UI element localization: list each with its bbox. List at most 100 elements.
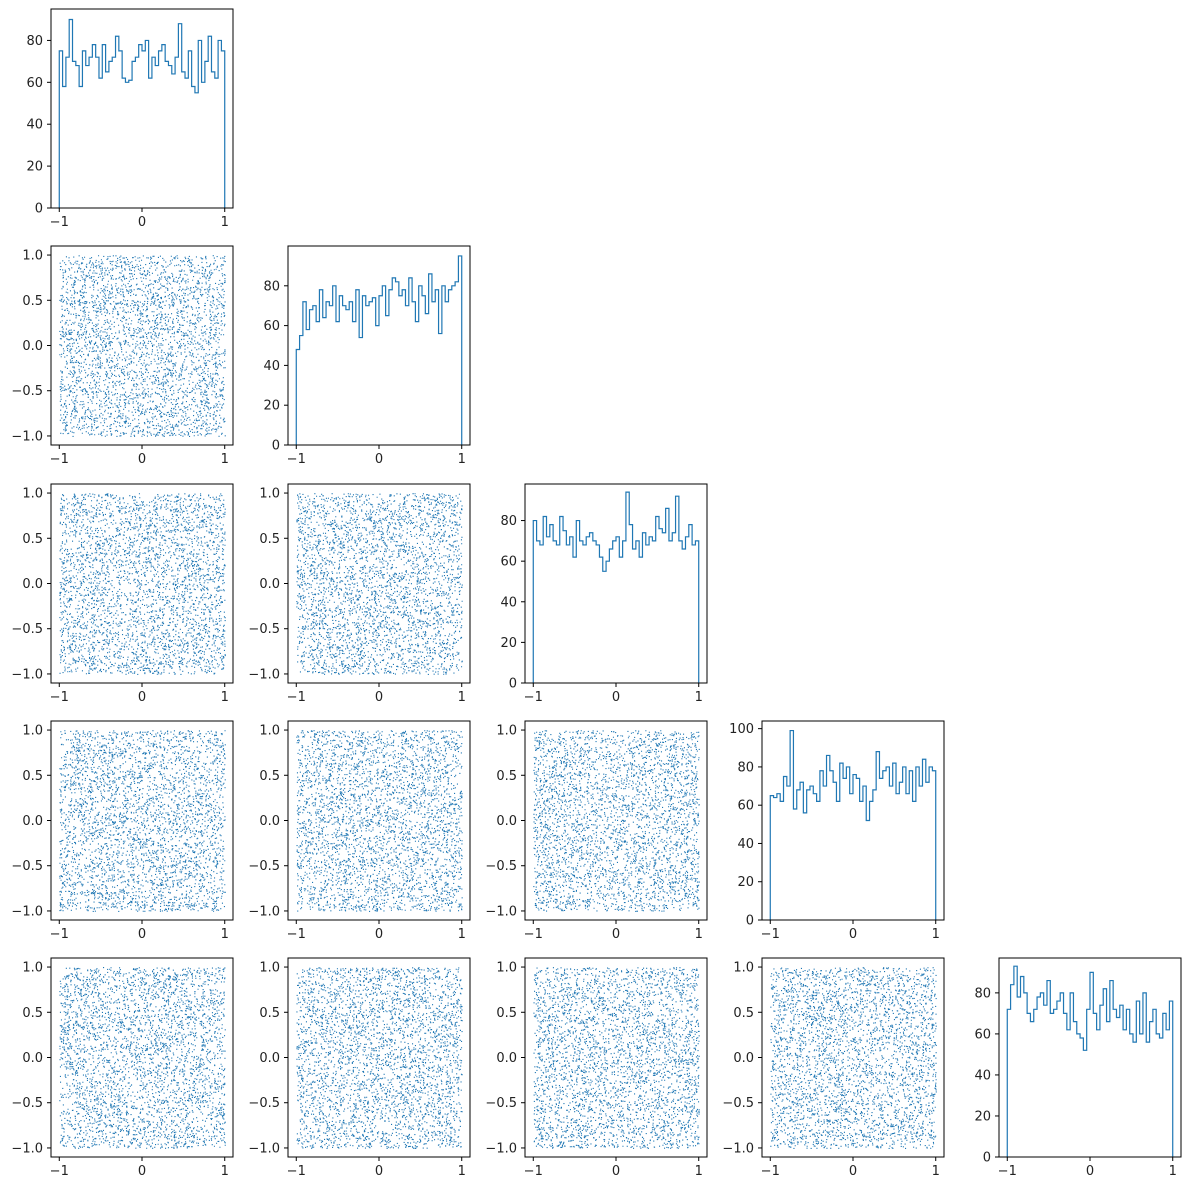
scatter-panel-4-0-ytick-label: −0.5: [11, 1096, 43, 1111]
scatter-panel-1-0-ytick-label: −0.5: [11, 384, 43, 399]
hist-panel-3-ytick-label: 60: [737, 799, 754, 814]
scatter-points: [296, 493, 463, 675]
scatter-panel-3-0-xtick-label: 0: [138, 927, 146, 942]
hist-panel-3-frame: [761, 720, 945, 921]
scatter-panel-2-0-ytick-label: −0.5: [11, 622, 43, 637]
scatter-panel-1-0-ytick-label: 0.5: [22, 294, 43, 309]
scatter-panel-2-0-ytick-label: 0.0: [22, 577, 43, 592]
scatter-panel-4-2-xtick-label: −1: [524, 1164, 543, 1179]
scatter-panel-2-1-frame: [287, 483, 471, 684]
scatter-panel-3-0-xtick-label: −1: [50, 927, 69, 942]
scatter-panel-3-0-ytick-label: 1.0: [22, 724, 43, 739]
scatter-panel-2-0-ytick-label: 1.0: [22, 487, 43, 502]
scatter-panel-2-1: −1 0 1 −1.0 −0.5 0.0 0.5 1.0: [248, 483, 471, 705]
histogram-step-line: [532, 491, 700, 683]
scatter-panel-4-1-ytick-label: 0.0: [259, 1051, 280, 1066]
scatter-panel-1-0-ytick-label: −1.0: [11, 429, 43, 444]
hist-panel-4-ytick-label: 0: [983, 1151, 991, 1166]
hist-panel-0-xtick-label: −1: [50, 215, 69, 230]
scatter-panel-4-3-ytick-label: −0.5: [722, 1096, 754, 1111]
scatter-panel-3-2-xtick-label: −1: [524, 927, 543, 942]
hist-panel-2-ytick-label: 40: [500, 595, 517, 610]
scatter-panel-3-2-ytick-label: 1.0: [496, 724, 517, 739]
hist-panel-2-ytick-label: 60: [500, 555, 517, 570]
hist-panel-0-ytick-label: 60: [26, 76, 43, 91]
hist-panel-4-xtick-label: −1: [998, 1164, 1017, 1179]
hist-panel-1-xtick-label: 1: [458, 452, 466, 467]
scatter-panel-3-1-ytick-label: 1.0: [259, 724, 280, 739]
scatter-panel-3-0-ytick-label: −0.5: [11, 859, 43, 874]
hist-panel-4-xtick-label: 0: [1086, 1164, 1094, 1179]
scatter-panel-4-1-xtick-label: −1: [287, 1164, 306, 1179]
scatter-panel-4-2: −1 0 1 −1.0 −0.5 0.0 0.5 1.0: [485, 957, 708, 1179]
scatter-panel-3-2-ytick-label: −0.5: [485, 859, 517, 874]
scatter-panel-4-1-frame: [287, 957, 471, 1158]
hist-panel-0-ytick-label: 0: [35, 202, 43, 217]
scatter-panel-3-1-xtick-label: 0: [375, 927, 383, 942]
hist-panel-2-ytick-label: 80: [500, 514, 517, 529]
scatter-panel-3-1-ytick-label: 0.5: [259, 769, 280, 784]
hist-panel-2-xtick-label: −1: [524, 690, 543, 705]
scatter-panel-3-2-xtick-label: 0: [612, 927, 620, 942]
scatter-panel-2-1-xtick-label: −1: [287, 690, 306, 705]
scatter-panel-3-2-xtick-label: 1: [695, 927, 703, 942]
scatter-points: [533, 730, 700, 912]
scatter-panel-3-1: −1 0 1 −1.0 −0.5 0.0 0.5 1.0: [248, 720, 471, 942]
scatter-panel-3-1-ytick-label: 0.0: [259, 814, 280, 829]
scatter-panel-4-3-xtick-label: 0: [849, 1164, 857, 1179]
scatter-panel-4-0-ytick-label: 0.5: [22, 1006, 43, 1021]
scatter-panel-3-1-ytick-label: −0.5: [248, 859, 280, 874]
scatter-panel-1-0-ytick-label: 1.0: [22, 249, 43, 264]
scatter-panel-4-2-ytick-label: −1.0: [485, 1141, 517, 1156]
scatter-panel-4-1-xtick-label: 0: [375, 1164, 383, 1179]
scatter-panel-2-0-xtick-label: 0: [138, 690, 146, 705]
scatter-panel-4-0-ytick-label: 0.0: [22, 1051, 43, 1066]
scatter-panel-1-0-xtick-label: −1: [50, 452, 69, 467]
hist-panel-2-xtick-label: 0: [612, 690, 620, 705]
scatter-panel-4-3-ytick-label: −1.0: [722, 1141, 754, 1156]
hist-panel-1-ytick-label: 20: [263, 399, 280, 414]
scatter-panel-4-2-ytick-label: 0.5: [496, 1006, 517, 1021]
hist-panel-1-xtick-label: 0: [375, 452, 383, 467]
scatter-panel-3-0: −1 0 1 −1.0 −0.5 0.0 0.5 1.0: [11, 720, 234, 942]
hist-panel-1-ytick-label: 80: [263, 279, 280, 294]
histogram-step-line: [1006, 965, 1174, 1157]
scatter-panel-3-0-frame: [50, 720, 234, 921]
scatter-panel-4-0-xtick-label: 1: [221, 1164, 229, 1179]
scatter-panel-3-0-xtick-label: 1: [221, 927, 229, 942]
scatter-panel-2-0-ytick-label: 0.5: [22, 532, 43, 547]
hist-panel-3-ytick-label: 0: [746, 914, 754, 929]
scatter-points: [59, 255, 226, 437]
hist-panel-0-ytick-label: 40: [26, 118, 43, 133]
scatter-points: [59, 967, 226, 1149]
scatter-panel-2-1-xtick-label: 0: [375, 690, 383, 705]
hist-panel-3-ytick-label: 40: [737, 837, 754, 852]
hist-panel-2-ytick-label: 20: [500, 636, 517, 651]
scatter-panel-4-0-ytick-label: 1.0: [22, 961, 43, 976]
scatter-panel-4-0-ytick-label: −1.0: [11, 1141, 43, 1156]
scatter-points: [770, 967, 937, 1149]
scatter-panel-3-2-ytick-label: −1.0: [485, 904, 517, 919]
scatter-points: [296, 730, 463, 912]
scatter-panel-2-0-xtick-label: −1: [50, 690, 69, 705]
hist-panel-1-xtick-label: −1: [287, 452, 306, 467]
hist-panel-3-ytick-label: 20: [737, 875, 754, 890]
scatter-points: [59, 493, 226, 675]
hist-panel-0-xtick-label: 0: [138, 215, 146, 230]
scatter-panel-4-1-xtick-label: 1: [458, 1164, 466, 1179]
scatter-panel-4-2-xtick-label: 1: [695, 1164, 703, 1179]
hist-panel-3-ytick-label: 80: [737, 760, 754, 775]
hist-panel-3-ytick-label: 100: [729, 722, 754, 737]
hist-panel-4-ytick-label: 60: [974, 1027, 991, 1042]
histogram-step-line: [295, 255, 463, 445]
scatter-panel-4-3-ytick-label: 1.0: [733, 961, 754, 976]
scatter-panel-4-0: −1 0 1 −1.0 −0.5 0.0 0.5 1.0: [11, 957, 234, 1179]
scatter-panel-4-0-xtick-label: 0: [138, 1164, 146, 1179]
scatter-panel-3-2-ytick-label: 0.5: [496, 769, 517, 784]
